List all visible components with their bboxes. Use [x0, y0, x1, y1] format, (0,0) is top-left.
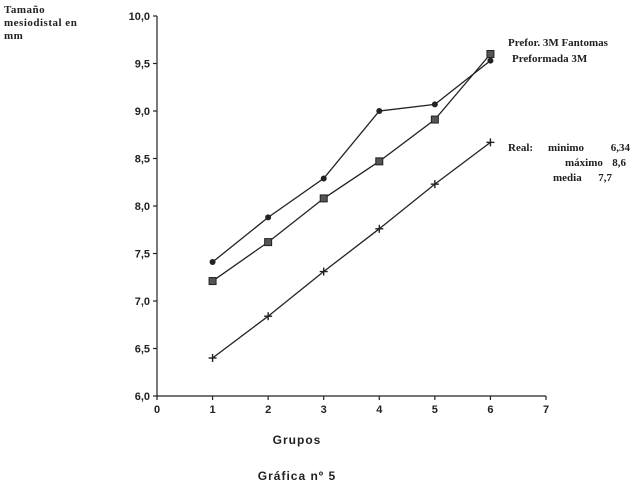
x-tick-label: 3 — [321, 404, 327, 416]
data-point-circle — [431, 101, 438, 108]
data-point-circle — [487, 57, 494, 64]
stat-label: media — [553, 172, 582, 184]
data-point-plus — [264, 312, 273, 321]
data-point-plus — [430, 180, 439, 189]
data-point-square — [430, 115, 439, 124]
x-tick-label: 2 — [265, 404, 271, 416]
y-tick-label: 7,5 — [135, 249, 150, 261]
y-tick-label: 9,5 — [135, 59, 150, 71]
y-axis-label-line: mesiodistal en — [4, 17, 77, 29]
data-point-plus — [486, 138, 495, 147]
data-point-plus — [208, 354, 217, 362]
y-tick-label: 8,5 — [135, 154, 150, 166]
y-axis-ticks: 6,0 6,5 7,0 7,5 8,0 8,5 9,0 9,5 10,0 — [129, 11, 157, 403]
data-point-circle — [376, 108, 383, 114]
figure-caption: Gráfica nº 5 — [258, 469, 336, 483]
x-tick-label: 5 — [432, 404, 438, 416]
y-tick-label: 6,5 — [135, 344, 150, 356]
series-line-square — [212, 53, 491, 282]
data-point-square — [486, 50, 495, 58]
data-point-square — [375, 157, 384, 166]
series-group — [208, 50, 495, 362]
legend-entry-preformada: Preformada 3M — [512, 53, 588, 65]
legend-entry-fantomas: Prefor. 3M Fantomas — [508, 37, 609, 49]
x-tick-label: 4 — [376, 404, 383, 416]
data-point-circle — [209, 259, 216, 266]
data-point-circle — [265, 214, 272, 221]
x-tick-label: 1 — [210, 404, 216, 416]
y-tick-label: 9,0 — [135, 106, 150, 118]
series-line-plus — [212, 141, 491, 359]
data-point-circle — [320, 175, 327, 182]
y-tick-label: 7,0 — [135, 296, 150, 308]
series-line-circle — [212, 60, 491, 263]
stat-label: minimo — [548, 142, 585, 154]
y-axis-label-line: Tamaño — [4, 4, 45, 16]
y-tick-label: 8,0 — [135, 201, 150, 213]
x-tick-label: 7 — [543, 404, 549, 416]
data-point-square — [264, 238, 273, 247]
data-point-square — [319, 194, 328, 203]
y-axis-label-line: mm — [4, 30, 23, 42]
axes — [156, 16, 546, 397]
x-tick-label: 6 — [487, 404, 493, 416]
data-point-square — [208, 277, 217, 286]
data-point-plus — [319, 267, 328, 276]
data-point-plus — [375, 224, 384, 233]
x-axis-label: Grupos — [273, 433, 322, 447]
stat-value: 8,6 — [612, 157, 626, 169]
y-tick-label: 6,0 — [135, 391, 150, 403]
x-axis-ticks: 0 1 2 3 4 5 6 7 — [154, 396, 549, 416]
x-tick-label: 0 — [154, 404, 160, 416]
stat-value: 6,34 — [611, 142, 631, 154]
legend: Prefor. 3M Fantomas Preformada 3M Real: min… — [508, 37, 631, 184]
y-tick-label: 10,0 — [129, 11, 150, 23]
stat-label: máximo — [565, 157, 603, 169]
stat-value: 7,7 — [598, 172, 612, 184]
legend-entry-real: Real: — [508, 142, 533, 154]
